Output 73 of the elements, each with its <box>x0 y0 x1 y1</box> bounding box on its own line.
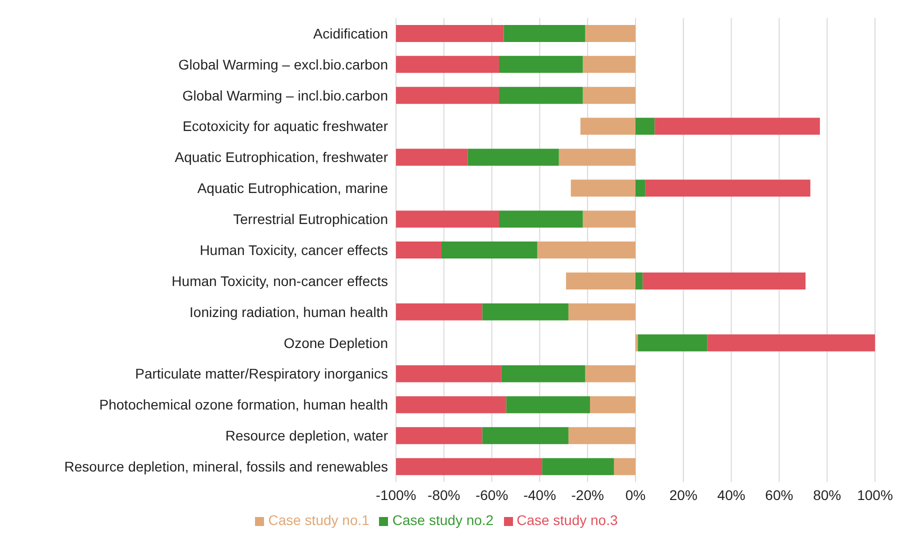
bar <box>642 272 806 290</box>
bar <box>580 118 636 135</box>
bar <box>636 272 643 290</box>
bar <box>654 118 820 135</box>
bar <box>590 396 636 414</box>
y-tick-label: Resource depletion, water <box>225 428 388 444</box>
x-tick-label: -80% <box>428 486 460 503</box>
bar <box>585 25 636 42</box>
x-tick-label: 0% <box>625 486 646 503</box>
bar <box>707 334 875 352</box>
y-tick-label: Resource depletion, mineral, fossils and renewables <box>64 458 388 475</box>
bar <box>482 427 568 444</box>
y-tick-label: Photochemical ozone formation, human health <box>99 396 388 413</box>
bar <box>396 458 542 476</box>
bar <box>506 396 590 414</box>
y-tick-label: Aquatic Eutrophication, freshwater <box>174 149 388 166</box>
bar <box>645 180 810 197</box>
y-tick-label: Acidification <box>313 25 388 42</box>
bar <box>396 148 468 166</box>
bar <box>396 25 504 42</box>
y-tick-label: Aquatic Eutrophication, marine <box>197 180 388 196</box>
bar <box>468 148 559 166</box>
bar <box>638 334 708 352</box>
bar <box>396 427 482 444</box>
bar <box>585 365 636 382</box>
legend-label: Case study no.3 <box>516 512 618 528</box>
bar <box>558 148 636 166</box>
bar <box>570 180 636 197</box>
y-tick-label: Terrestrial Eutrophication <box>233 211 388 228</box>
x-tick-label: 60% <box>765 486 794 503</box>
bar <box>501 365 586 382</box>
x-tick-label: -20% <box>571 486 604 503</box>
x-tick-label: -40% <box>523 486 556 503</box>
x-tick-label: -60% <box>475 486 508 503</box>
bar <box>396 396 506 414</box>
bar <box>396 365 502 382</box>
y-tick-label: Human Toxicity, non-cancer effects <box>172 272 388 289</box>
bar <box>498 210 583 228</box>
bar <box>582 56 636 73</box>
bar <box>566 272 636 290</box>
x-tick-label: 80% <box>813 486 842 503</box>
y-tick-label: Human Toxicity, cancer effects <box>200 242 388 258</box>
bar <box>396 303 482 320</box>
bar <box>582 86 636 104</box>
bar <box>636 180 646 197</box>
bar <box>614 458 636 476</box>
y-tick-label: Particulate matter/Respiratory inorganics <box>135 366 388 382</box>
x-tick-label: -100% <box>376 486 416 503</box>
legend-label: Case study no.2 <box>392 512 494 528</box>
bar <box>542 458 614 476</box>
bar <box>568 303 636 320</box>
bar <box>482 303 568 320</box>
bar <box>396 86 499 104</box>
y-tick-label: Global Warming – excl.bio.carbon <box>178 56 388 72</box>
bar <box>442 242 538 259</box>
bar <box>537 242 636 259</box>
x-tick-label: 40% <box>717 486 746 503</box>
y-tick-label: Ozone Depletion <box>284 334 388 351</box>
y-tick-label: Global Warming – incl.bio.carbon <box>182 87 388 104</box>
bar <box>396 56 499 73</box>
bar <box>636 118 655 135</box>
x-tick-label: 20% <box>669 486 698 503</box>
bar <box>396 242 442 259</box>
y-tick-label: Ecotoxicity for aquatic freshwater <box>182 118 388 134</box>
bar <box>396 210 499 228</box>
bar <box>498 86 583 104</box>
bar <box>498 56 583 73</box>
x-tick-label: 100% <box>857 486 893 503</box>
bar <box>504 25 586 42</box>
bar <box>582 210 636 228</box>
bar <box>568 427 636 444</box>
legend-label: Case study no.1 <box>268 512 370 528</box>
y-tick-label: Ionizing radiation, human health <box>190 304 388 320</box>
